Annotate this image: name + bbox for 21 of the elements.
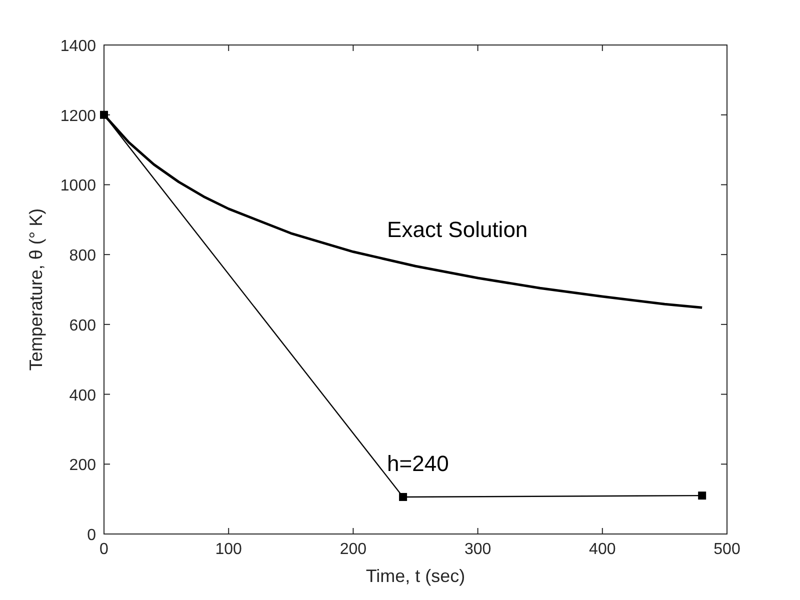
- y-tick-label: 800: [69, 248, 96, 265]
- y-tick-label: 400: [69, 387, 96, 404]
- x-tick-label: 400: [589, 541, 616, 558]
- x-tick-label: 300: [464, 541, 492, 558]
- y-tick-label: 1000: [60, 178, 96, 195]
- y-tick-label: 0: [87, 527, 96, 544]
- point: [698, 492, 706, 500]
- x-tick-label: 500: [714, 541, 740, 558]
- series-label: h=240: [387, 450, 449, 476]
- point: [399, 492, 408, 501]
- y-tick-label: 1400: [60, 38, 96, 55]
- x-tick-label: 0: [100, 541, 109, 558]
- y-axis-title: Temperature, θ (° K): [26, 208, 46, 371]
- x-axis-title: Time, t (sec): [366, 566, 466, 586]
- y-tick-label: 200: [69, 457, 96, 474]
- series-label: Exact Solution: [387, 217, 528, 242]
- x-tick-label: 200: [340, 541, 367, 558]
- point: [100, 110, 108, 119]
- x-tick-label: 100: [215, 541, 242, 558]
- y-tick-label: 1200: [60, 108, 96, 125]
- y-tick-label: 600: [69, 317, 96, 334]
